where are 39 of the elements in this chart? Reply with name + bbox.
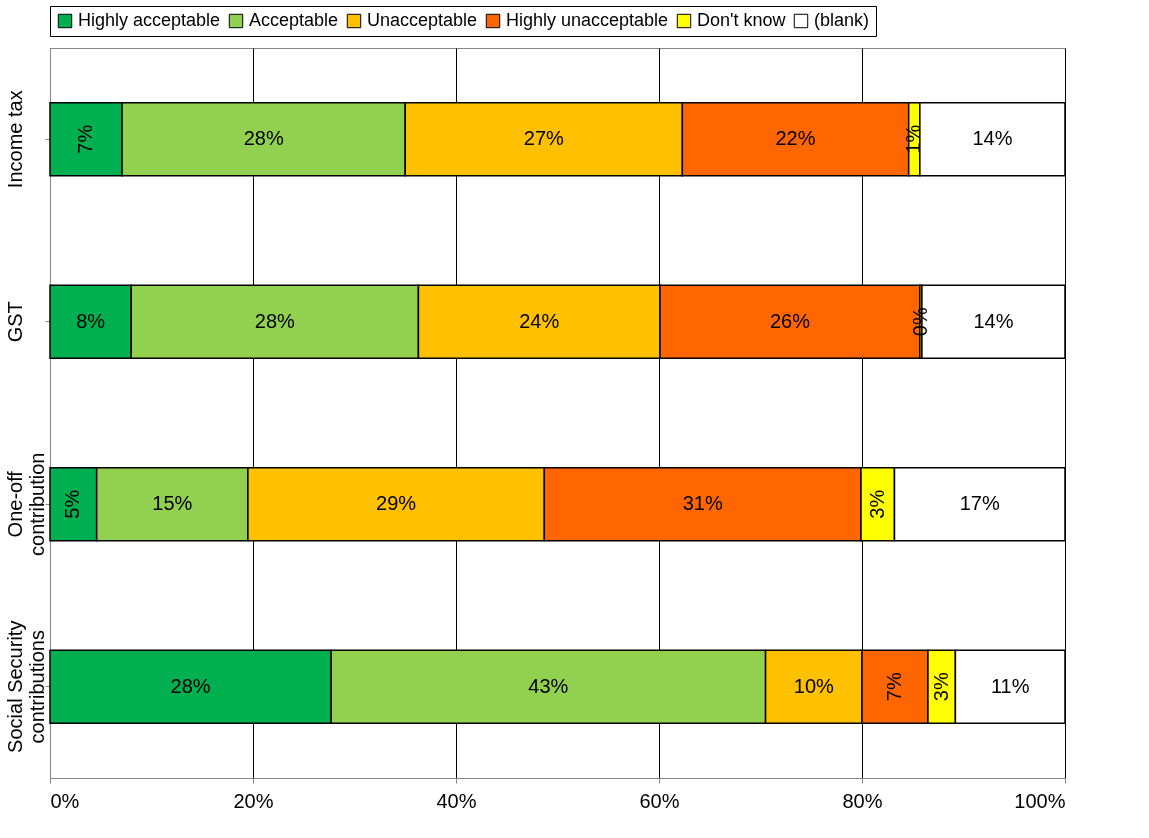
data-label: 8% <box>76 309 106 332</box>
data-label: 14% <box>972 127 1013 150</box>
data-label: 7% <box>74 124 97 154</box>
data-label: 31% <box>682 492 723 515</box>
data-label: 27% <box>523 127 565 150</box>
legend-label: Acceptable <box>249 10 339 30</box>
data-label: 3% <box>929 672 952 702</box>
x-tick-label: 0% <box>50 789 80 812</box>
x-tick-label: 40% <box>436 789 477 812</box>
data-label: 15% <box>152 492 193 515</box>
data-label: 43% <box>528 674 569 697</box>
legend-label: (blank) <box>814 10 870 30</box>
data-label: 24% <box>519 309 560 332</box>
x-tick-label: 60% <box>639 789 680 812</box>
y-tick-label: Social Security contributions <box>3 620 48 753</box>
data-label: 5% <box>61 489 84 519</box>
x-tick-label: 80% <box>842 789 883 812</box>
x-tick-label: 20% <box>233 789 274 812</box>
data-label: 29% <box>376 492 417 515</box>
legend-label: Highly unacceptable <box>506 10 669 30</box>
data-label: 3% <box>865 489 888 519</box>
data-label: 14% <box>973 309 1014 332</box>
data-label: 28% <box>243 127 284 150</box>
legend-label: Unacceptable <box>367 10 478 30</box>
y-tick-label: One-off contribution <box>3 452 48 556</box>
data-label: 26% <box>769 309 811 332</box>
data-label: 11% <box>990 674 1030 697</box>
data-label: 28% <box>170 674 211 697</box>
y-tick-label: Income tax <box>3 90 26 189</box>
data-label: 0% <box>908 307 931 337</box>
y-tick-label: GST <box>3 301 26 343</box>
data-label: 28% <box>254 309 296 332</box>
legend-label: Highly acceptable <box>78 10 221 30</box>
data-label: 17% <box>959 492 1000 515</box>
x-tick-label: 100% <box>1014 789 1066 812</box>
legend-label: Don't know <box>697 10 787 30</box>
data-label: 10% <box>793 674 835 697</box>
data-label: 22% <box>775 127 816 150</box>
data-label: 7% <box>882 672 905 702</box>
